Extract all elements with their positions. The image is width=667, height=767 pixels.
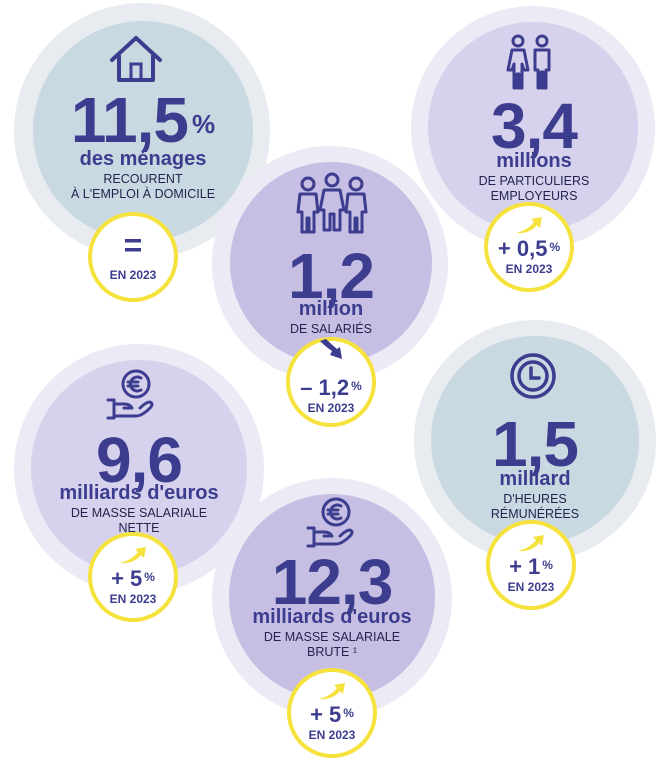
euro-hand-icon	[106, 368, 160, 420]
trend-up-icon	[516, 534, 546, 554]
net-payroll-badge-year: EN 2023	[109, 592, 157, 606]
employers-desc-2: EMPLOYEURS	[490, 189, 578, 203]
gross-payroll-desc-1: DE MASSE SALARIALE	[263, 630, 401, 644]
households-badge: = EN 2023	[88, 212, 178, 302]
euro-hand-icon	[306, 496, 360, 548]
employees-value: 1,2	[288, 240, 375, 312]
employers-unit: millions	[496, 150, 572, 172]
hours-desc-2: RÉMUNÉRÉES	[490, 507, 580, 521]
hours-badge-year: EN 2023	[507, 580, 555, 594]
households-desc-1: RECOURENT	[103, 172, 183, 186]
net-payroll-desc-2: NETTE	[118, 521, 160, 535]
house-icon	[108, 34, 164, 84]
net-payroll-badge-value: + 5%	[111, 566, 155, 591]
employees-badge-value: – 1,2%	[300, 375, 362, 400]
employees-unit: million	[298, 298, 364, 320]
employees-badge: – 1,2% EN 2023	[286, 337, 376, 427]
net-payroll-value: 9,6	[96, 424, 183, 496]
employers-badge-value: + 0,5%	[497, 236, 561, 261]
hours-value: 1,5	[492, 408, 579, 480]
households-desc-2: À L'EMPLOI À DOMICILE	[70, 187, 216, 201]
net-payroll-desc-1: DE MASSE SALARIALE	[70, 506, 208, 520]
households-value: 11,5%	[70, 84, 216, 156]
gross-payroll-value: 12,3	[271, 546, 394, 618]
trend-up-icon	[317, 682, 347, 702]
hours-badge: + 1% EN 2023	[486, 520, 576, 610]
gross-payroll-badge-value: + 5%	[310, 702, 354, 727]
hours-unit: milliard	[499, 468, 571, 490]
employers-badge-year: EN 2023	[505, 262, 553, 276]
gross-payroll-desc-2: BRUTE ¹	[307, 645, 357, 659]
trend-up-icon	[514, 216, 544, 236]
households-badge-year: EN 2023	[109, 268, 157, 282]
employees-badge-year: EN 2023	[307, 401, 355, 415]
gross-payroll-bubble	[229, 494, 435, 700]
net-payroll-unit: milliards d'euros	[59, 482, 219, 504]
gross-payroll-badge-year: EN 2023	[308, 728, 356, 742]
net-payroll-badge: + 5% EN 2023	[88, 532, 178, 622]
households-badge-value: =	[123, 227, 143, 263]
employers-bubble	[428, 22, 638, 232]
couple-icon	[504, 34, 556, 90]
employers-desc-1: DE PARTICULIERS	[478, 174, 590, 188]
employees-desc-1: DE SALARIÉS	[290, 322, 372, 336]
hours-bubble	[431, 336, 639, 544]
households-bubble	[33, 21, 253, 241]
gross-payroll-unit: milliards d'euros	[252, 606, 412, 628]
employees-bubble	[230, 162, 432, 364]
trend-up-icon	[118, 546, 148, 566]
households-unit: des ménages	[79, 148, 207, 170]
trend-down-icon	[318, 339, 346, 363]
gross-payroll-badge: + 5% EN 2023	[287, 668, 377, 758]
employers-badge: + 0,5% EN 2023	[484, 202, 574, 292]
employers-value: 3,4	[491, 90, 578, 162]
group-icon	[292, 172, 372, 234]
hours-desc-1: D'HEURES	[503, 492, 567, 506]
clock-icon	[509, 352, 557, 400]
hours-badge-value: + 1%	[509, 554, 553, 579]
